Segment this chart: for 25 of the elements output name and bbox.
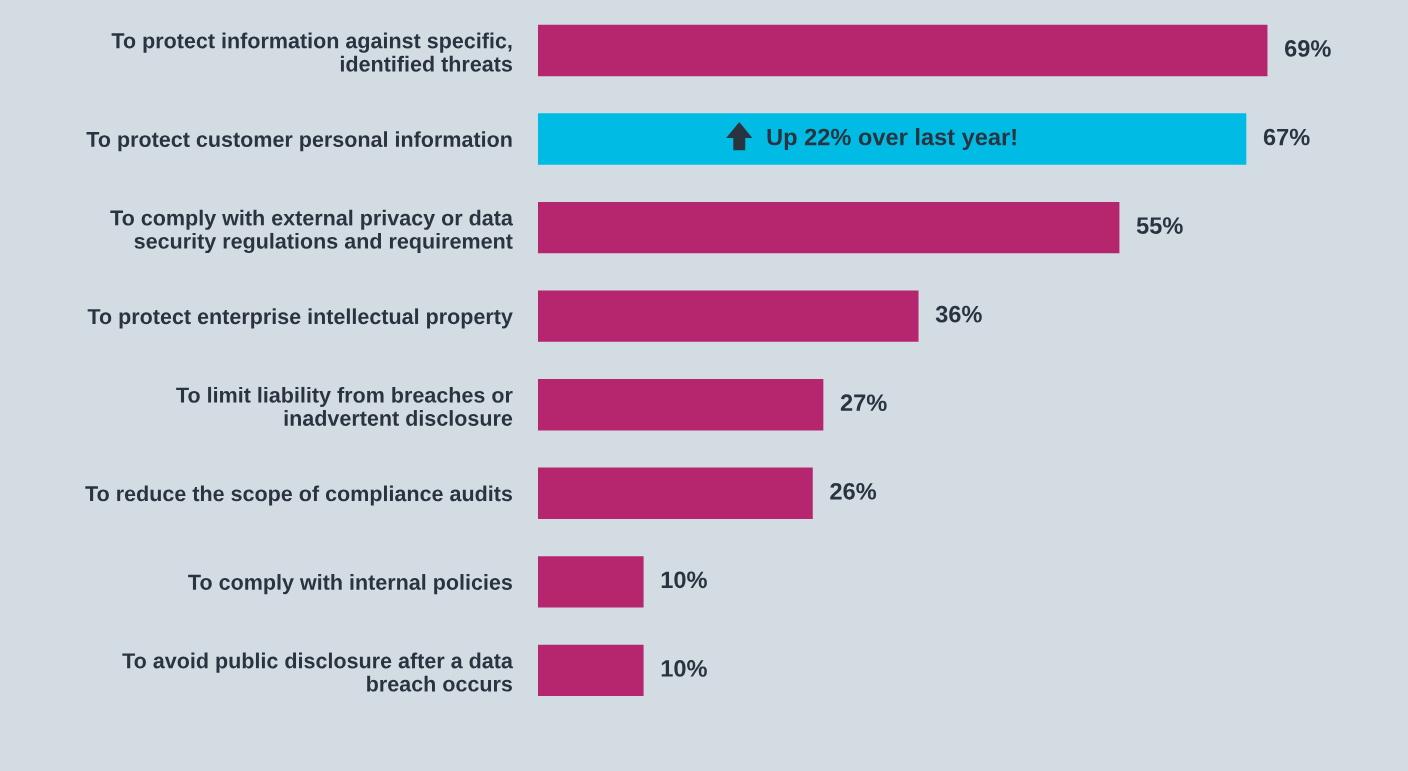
- y-tick-label: To comply with external privacy or data security regulations and requirement: [110, 209, 514, 254]
- bar: [537, 290, 919, 342]
- y-tick-label: To avoid public disclosure after a data breach occurs: [122, 652, 514, 692]
- data-label: 36%: [935, 305, 982, 323]
- data-label: 26%: [830, 482, 877, 500]
- y-tick-label: To comply with internal policies: [188, 574, 512, 595]
- data-label: 69%: [1284, 40, 1331, 57]
- data-label: 27%: [840, 394, 887, 412]
- y-tick-label: To protect information against specific, identified threats: [111, 32, 512, 72]
- bar: [537, 379, 824, 431]
- annotation: Up 22% over last year!: [767, 128, 1016, 151]
- data-label: 67%: [1263, 128, 1310, 146]
- bar: [537, 24, 1268, 77]
- bar: [537, 556, 644, 608]
- data-label: 10%: [661, 571, 707, 589]
- bar: [537, 644, 644, 697]
- y-tick-label: To reduce the scope of compliance audits: [85, 485, 513, 506]
- y-tick-label: To protect customer personal information: [86, 131, 512, 152]
- bar: [537, 201, 1120, 254]
- bar: [537, 113, 1247, 165]
- y-tick-label: To limit liability from breaches or inadvertent disclosure: [176, 386, 513, 426]
- y-tick-label: To protect enterprise intellectual property: [87, 308, 513, 329]
- bar: [537, 467, 813, 519]
- data-label: 55%: [1136, 217, 1183, 234]
- data-label: 10%: [661, 660, 707, 677]
